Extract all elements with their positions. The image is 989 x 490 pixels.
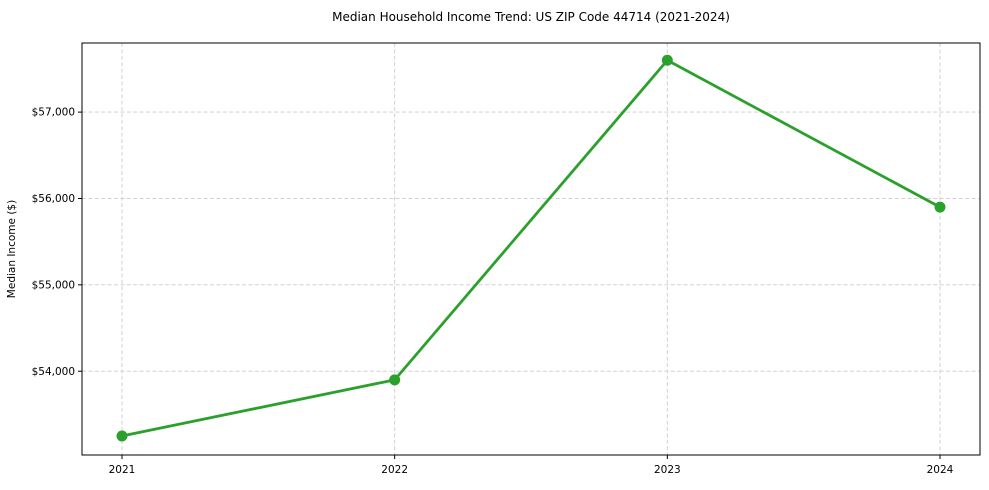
data-point-marker	[661, 54, 673, 66]
grid-layer	[82, 43, 980, 455]
plot-border	[81, 42, 981, 456]
x-tick-label: 2023	[654, 464, 681, 476]
y-axis-label: Median Income ($)	[6, 200, 18, 298]
chart-title: Median Household Income Trend: US ZIP Co…	[332, 10, 730, 24]
series-layer	[116, 54, 946, 442]
y-tick-label: $55,000	[32, 279, 75, 291]
x-tick-label: 2022	[381, 464, 408, 476]
x-tick-label: 2024	[927, 464, 954, 476]
data-point-marker	[389, 374, 401, 386]
tick-layer: $54,000 $55,000 $56,000 $57,000 2021 2022 2023…	[32, 107, 954, 476]
y-tick-label: $56,000	[32, 193, 75, 205]
trend-line	[120, 58, 942, 438]
data-point-marker	[116, 430, 128, 442]
data-point-marker	[934, 201, 946, 213]
y-tick-label: $57,000	[32, 107, 75, 119]
y-tick-label: $54,000	[32, 366, 75, 378]
x-tick-label: 2021	[109, 464, 136, 476]
